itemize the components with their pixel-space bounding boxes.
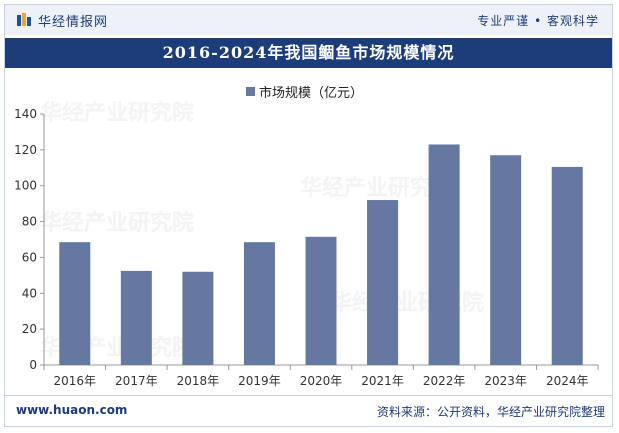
footer-divider xyxy=(5,395,612,396)
bar xyxy=(120,270,152,365)
y-tick-label: 0 xyxy=(29,358,37,372)
bar xyxy=(490,155,522,365)
x-tick-label: 2023年 xyxy=(484,374,527,388)
brand-logo-icon xyxy=(17,13,31,26)
bar xyxy=(551,166,583,365)
bar xyxy=(182,271,214,365)
bar xyxy=(243,242,275,365)
x-tick-label: 2017年 xyxy=(115,374,158,388)
x-tick-label: 2018年 xyxy=(177,374,220,388)
bar xyxy=(59,242,91,365)
header-bar xyxy=(5,5,612,35)
y-tick-label: 60 xyxy=(22,250,37,264)
bar xyxy=(428,144,460,365)
bar xyxy=(305,236,337,365)
y-tick-label: 120 xyxy=(14,143,37,157)
footer-source: 资料来源：公开资料，华经产业研究院整理 xyxy=(376,405,605,419)
bar xyxy=(367,200,399,365)
x-tick-label: 2022年 xyxy=(423,374,466,388)
brand: 华经情报网 xyxy=(16,10,108,30)
x-tick-label: 2016年 xyxy=(54,374,97,388)
x-tick-label: 2019年 xyxy=(238,374,281,388)
y-tick-label: 40 xyxy=(22,286,37,300)
footer-url[interactable]: www.huaon.com xyxy=(16,403,128,417)
chart-title: 2016-2024年我国鲴鱼市场规模情况 xyxy=(5,38,612,68)
y-tick-label: 20 xyxy=(22,322,37,336)
brand-name: 华经情报网 xyxy=(38,14,109,30)
legend: 市场规模（亿元） xyxy=(246,82,364,101)
legend-swatch xyxy=(246,86,255,96)
x-tick-label: 2021年 xyxy=(361,374,404,388)
legend-label: 市场规模（亿元） xyxy=(259,85,364,101)
y-tick-label: 140 xyxy=(14,107,37,121)
x-tick-label: 2020年 xyxy=(300,374,343,388)
y-tick-label: 80 xyxy=(22,215,37,229)
x-tick-label: 2024年 xyxy=(546,374,589,388)
slogan: 专业严谨 • 客观科学 xyxy=(477,14,599,28)
y-tick-label: 100 xyxy=(14,179,37,193)
